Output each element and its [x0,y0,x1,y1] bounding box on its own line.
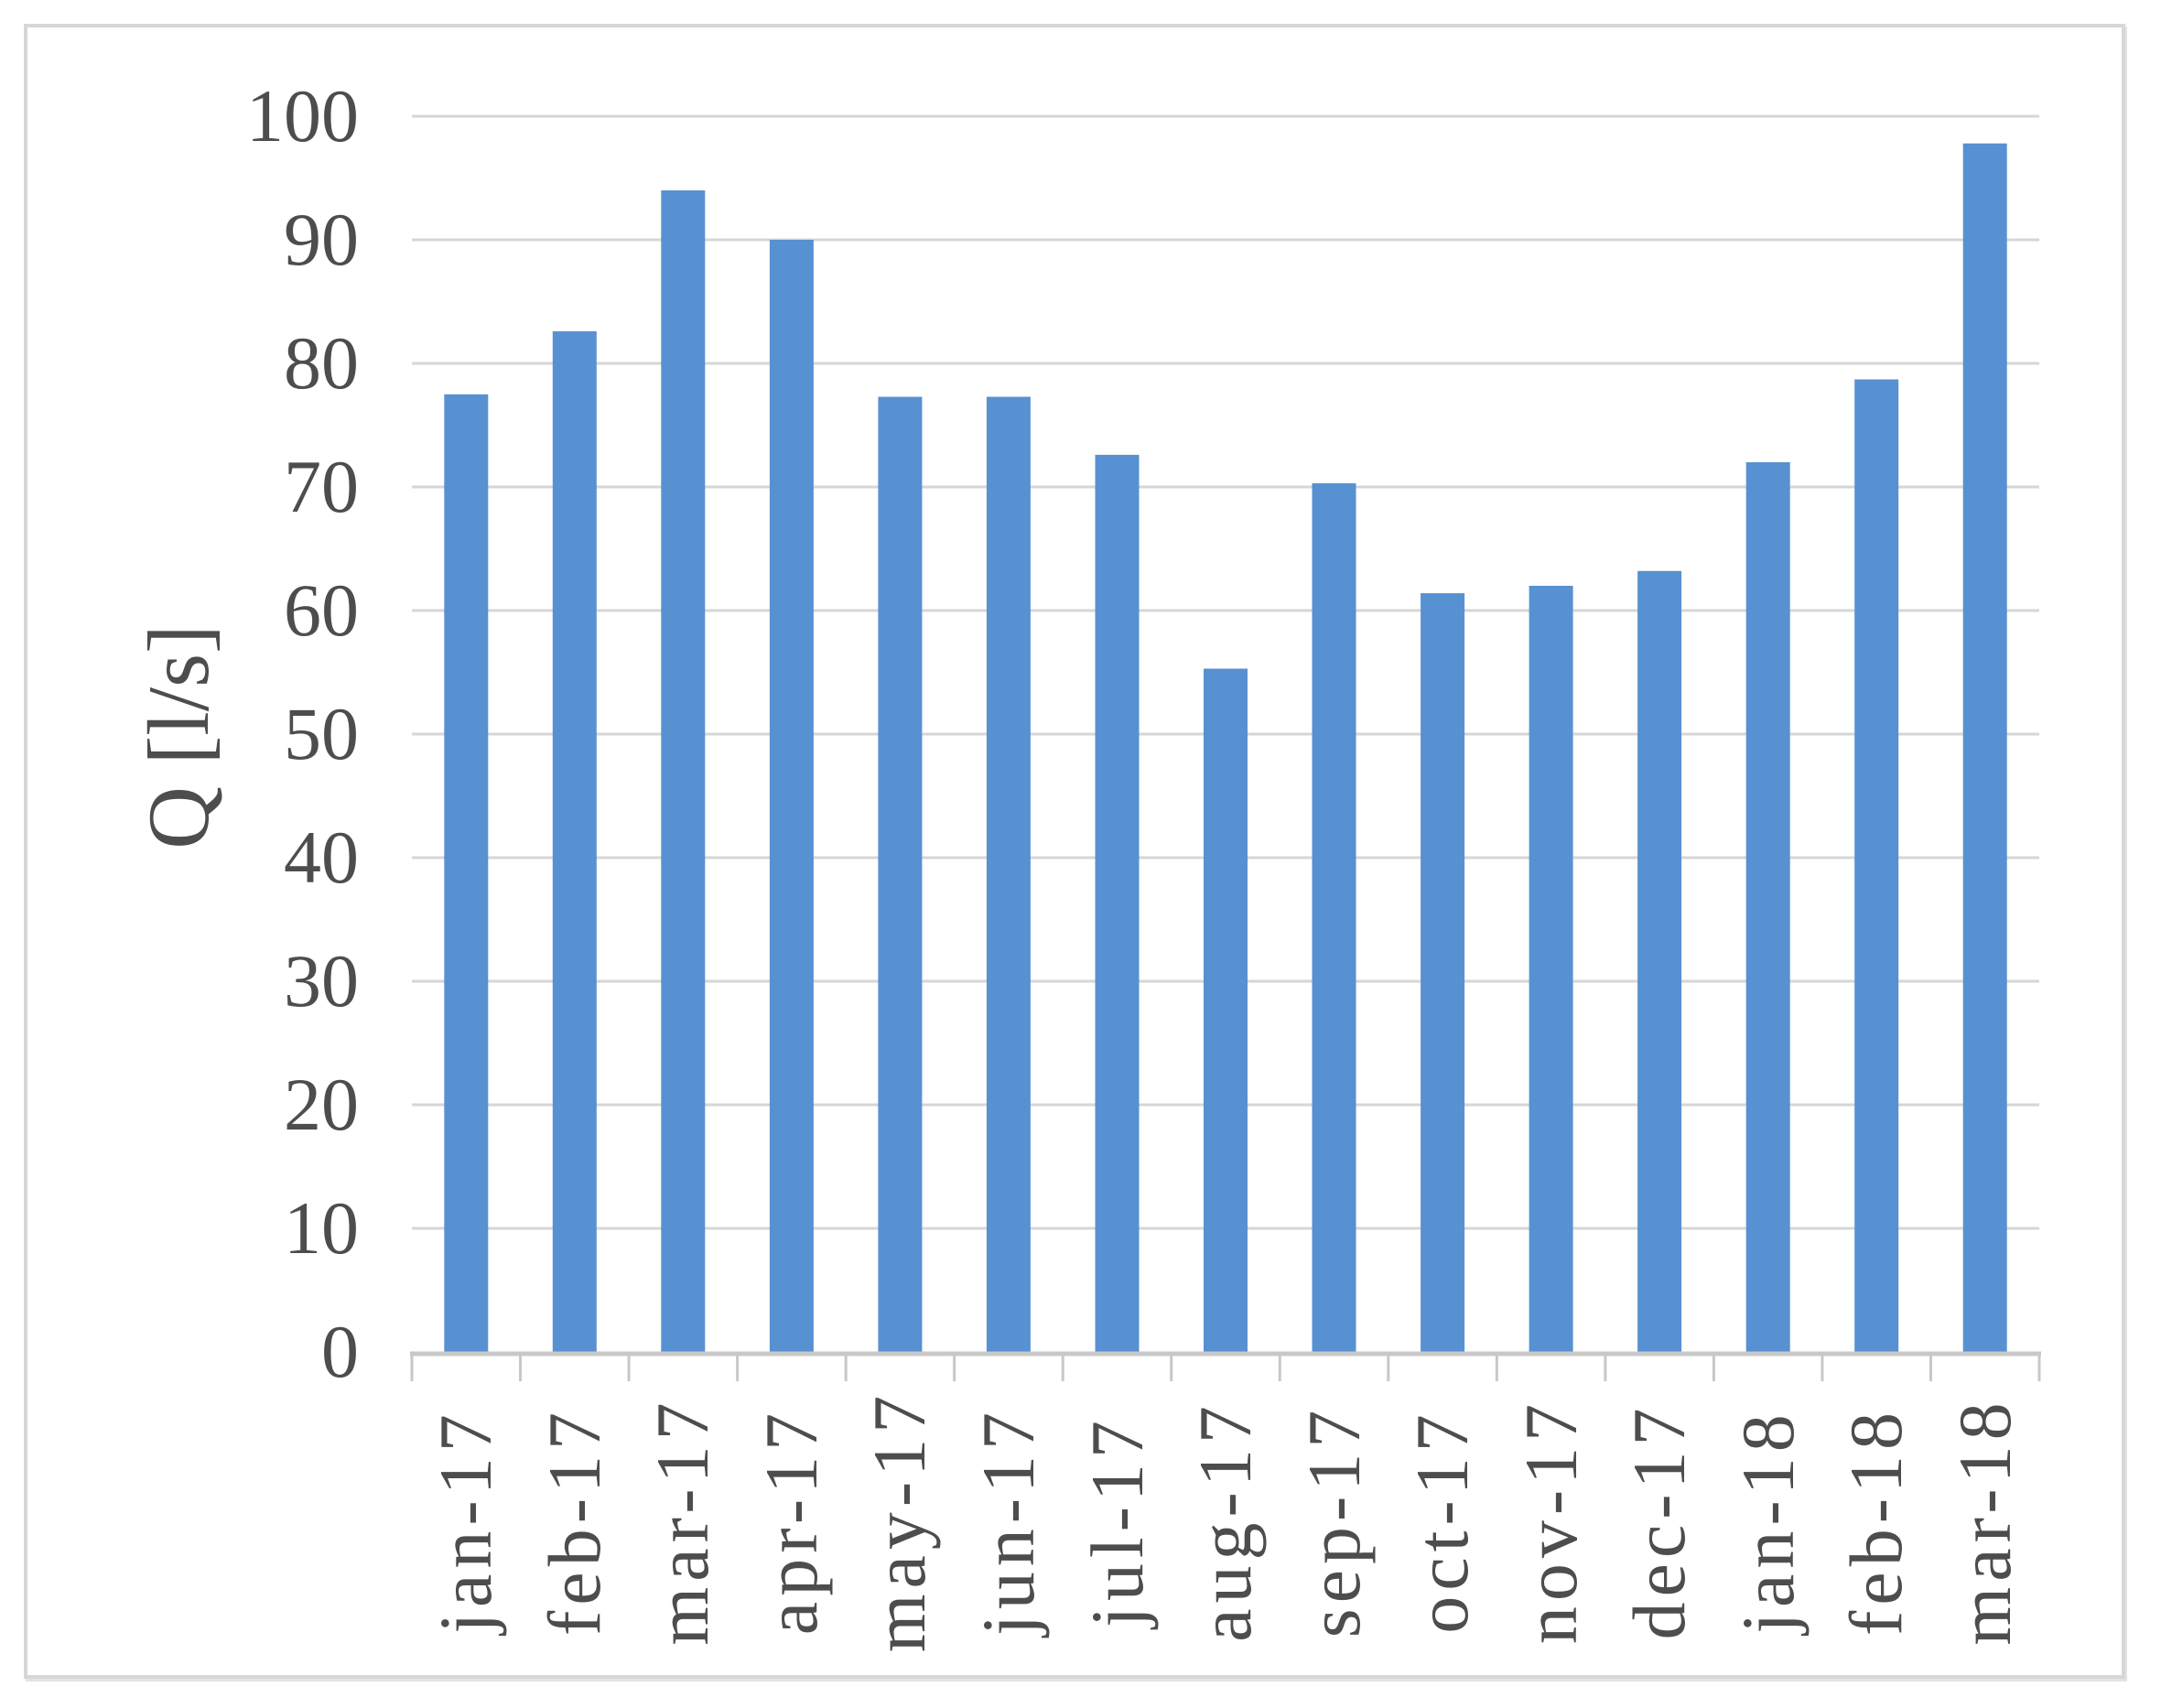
bar-feb-17 [552,330,597,1352]
x-tick-label-jul-17: jul-17 [1075,1415,1159,1627]
x-tick-label-jan-17: jan-17 [424,1409,508,1634]
y-tick-label-20: 20 [284,1063,359,1146]
bar-jan-17 [444,394,489,1353]
x-tick-label-oct-17: oct-17 [1400,1409,1485,1634]
bar-aug-17 [1204,668,1248,1352]
bar-oct-17 [1421,593,1465,1352]
y-tick-label-30: 30 [284,939,359,1022]
y-tick-label-10: 10 [284,1186,359,1270]
x-tick-label-jun-17: jun-17 [966,1406,1050,1637]
x-tick-label-may-17: may-17 [858,1389,942,1653]
y-tick-label-60: 60 [284,568,359,652]
bar-jan-18 [1745,462,1790,1352]
y-tick-label-0: 0 [321,1310,359,1393]
x-tick-label-feb-18: feb-18 [1834,1406,1918,1637]
bar-apr-17 [769,240,814,1352]
x-tick-label-mar-18: mar-18 [1942,1397,2026,1646]
y-tick-label-100: 100 [246,74,359,157]
y-tick-label-40: 40 [284,816,359,899]
y-tick-label-90: 90 [284,198,359,281]
bar-jun-17 [986,396,1031,1352]
bar-jul-17 [1095,454,1140,1352]
bar-feb-18 [1854,379,1899,1352]
x-tick-label-feb-17: feb-17 [532,1406,616,1637]
bar-may-17 [878,396,923,1352]
bar-sep-17 [1312,483,1356,1352]
x-tick-label-apr-17: apr-17 [749,1407,833,1636]
bar-mar-17 [661,190,706,1352]
x-tick-label-mar-17: mar-17 [641,1397,725,1646]
x-tick-label-dec-17: dec-17 [1617,1402,1702,1640]
bar-mar-18 [1962,143,2007,1353]
x-tick-label-nov-17: nov-17 [1508,1398,1593,1645]
y-tick-label-80: 80 [284,321,359,405]
x-tick-label-aug-17: aug-17 [1183,1400,1267,1642]
bar-nov-17 [1529,586,1573,1352]
x-tick-label-sep-17: sep-17 [1291,1404,1376,1638]
y-tick-label-70: 70 [284,445,359,528]
y-tick-label-50: 50 [284,692,359,775]
bar-dec-17 [1637,570,1682,1352]
x-tick-label-jan-18: jan-18 [1725,1409,1810,1634]
